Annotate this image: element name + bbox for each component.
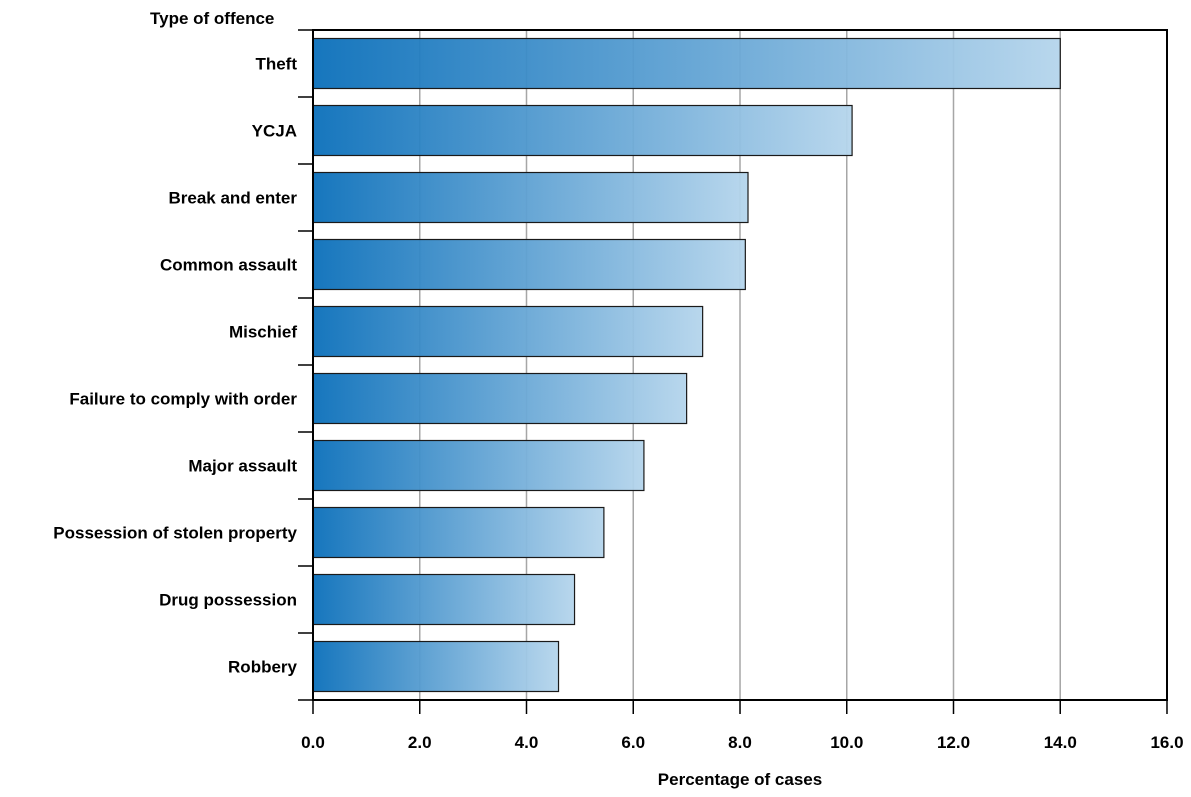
y-axis-title: Type of offence — [150, 9, 274, 28]
x-tick-labels: 0.0 2.0 4.0 6.0 8.0 10.0 12.0 14.0 16.0 — [301, 733, 1183, 752]
bar — [312, 439, 645, 492]
x-tick-label: 2.0 — [408, 733, 432, 752]
bar — [312, 305, 704, 358]
bar — [312, 37, 1061, 90]
axes — [298, 29, 1168, 714]
x-tick-label: 12.0 — [937, 733, 970, 752]
category-label: Robbery — [228, 658, 298, 677]
x-tick-label: 10.0 — [830, 733, 863, 752]
category-label: Theft — [255, 55, 297, 74]
bar — [312, 171, 749, 224]
category-label: Possession of stolen property — [53, 524, 297, 543]
category-labels: Theft YCJA Break and enter Common assault Mi… — [53, 55, 297, 677]
bars — [312, 37, 1061, 693]
category-label: Mischief — [229, 323, 297, 342]
x-tick-label: 4.0 — [515, 733, 539, 752]
bar — [312, 506, 605, 559]
bar — [312, 372, 688, 425]
category-label: Common assault — [160, 256, 297, 275]
category-label: Drug possession — [159, 591, 297, 610]
bar — [312, 238, 746, 291]
x-tick-label: 6.0 — [621, 733, 645, 752]
x-tick-label: 14.0 — [1044, 733, 1077, 752]
category-label: Major assault — [188, 457, 297, 476]
x-tick-label: 0.0 — [301, 733, 325, 752]
bar — [312, 573, 576, 626]
bar — [312, 104, 853, 157]
category-label: Break and enter — [169, 189, 298, 208]
category-label: Failure to comply with order — [69, 390, 297, 409]
x-tick-label: 8.0 — [728, 733, 752, 752]
x-tick-label: 16.0 — [1150, 733, 1183, 752]
bar — [312, 640, 560, 693]
x-axis-title: Percentage of cases — [658, 770, 822, 789]
category-label: YCJA — [252, 122, 297, 141]
